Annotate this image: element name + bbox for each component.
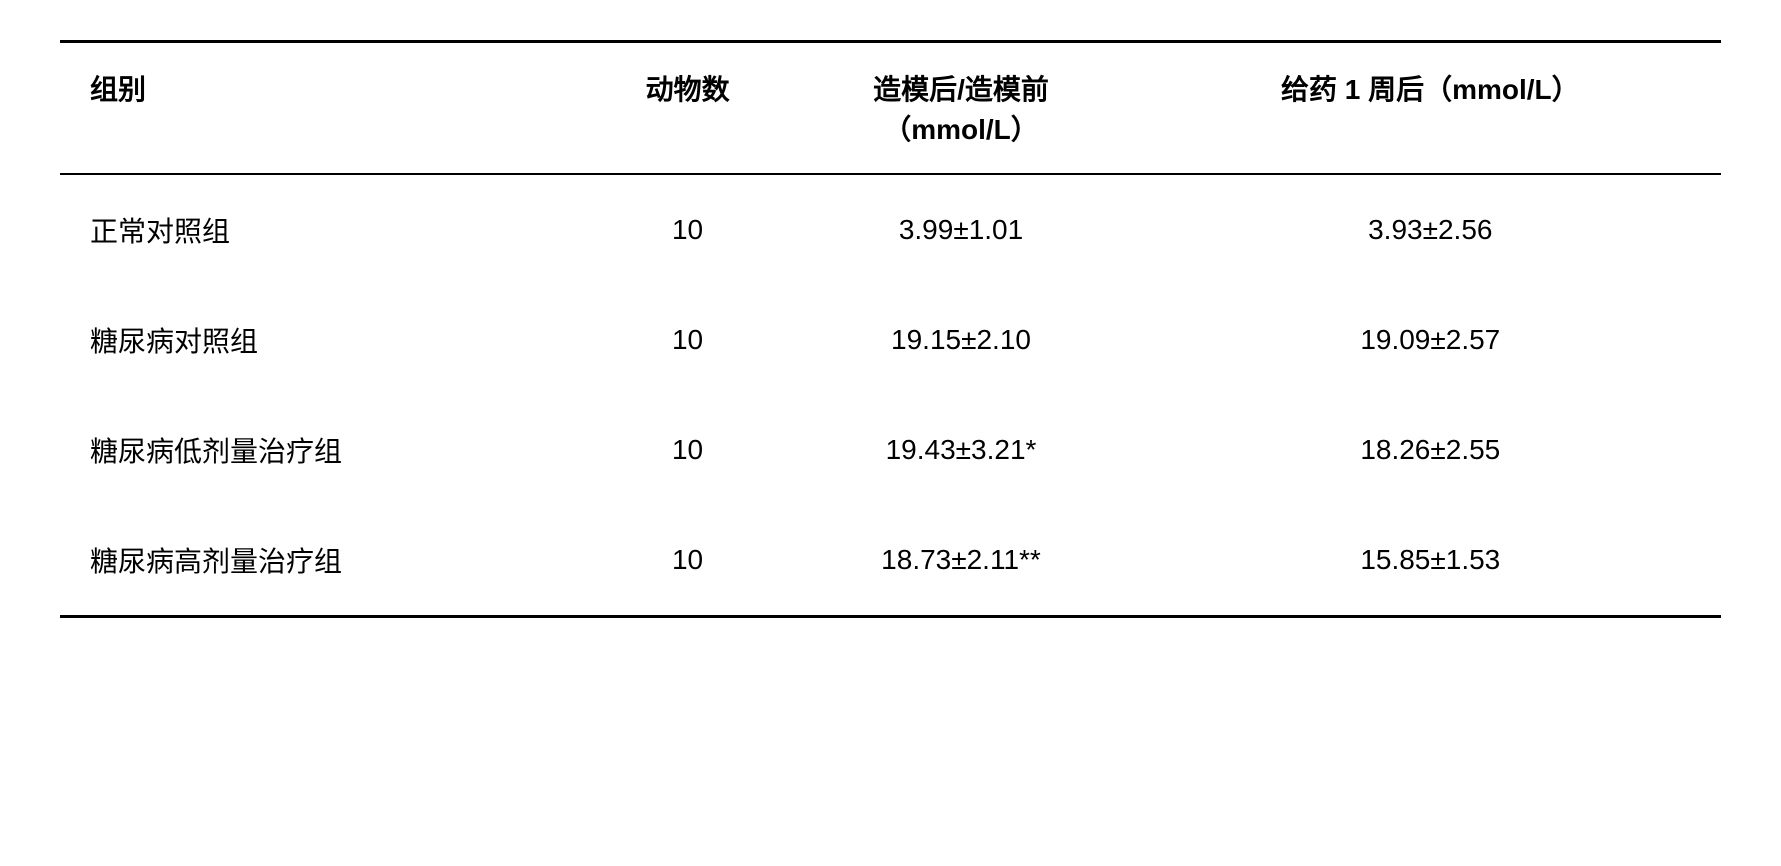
table-row: 糖尿病高剂量治疗组 10 18.73±2.11** 15.85±1.53 [60,505,1721,617]
cell-group: 糖尿病低剂量治疗组 [60,395,593,505]
cell-group: 正常对照组 [60,174,593,285]
cell-model: 3.99±1.01 [782,174,1139,285]
cell-animals: 10 [593,285,783,395]
data-table: 组别 动物数 造模后/造模前 （mmol/L） 给药 1 周后（mmol/L） … [60,40,1721,618]
col-header-week1: 给药 1 周后（mmol/L） [1140,42,1721,175]
col-header-model-label: 造模后/造模前 [873,74,1049,105]
table-row: 糖尿病低剂量治疗组 10 19.43±3.21* 18.26±2.55 [60,395,1721,505]
cell-model: 19.43±3.21* [782,395,1139,505]
cell-week1: 19.09±2.57 [1140,285,1721,395]
col-header-animals: 动物数 [593,42,783,175]
col-header-group: 组别 [60,42,593,175]
cell-animals: 10 [593,174,783,285]
col-header-model: 造模后/造模前 （mmol/L） [782,42,1139,175]
cell-week1: 15.85±1.53 [1140,505,1721,617]
cell-model: 18.73±2.11** [782,505,1139,617]
cell-group: 糖尿病高剂量治疗组 [60,505,593,617]
cell-model: 19.15±2.10 [782,285,1139,395]
cell-week1: 18.26±2.55 [1140,395,1721,505]
cell-group: 糖尿病对照组 [60,285,593,395]
cell-animals: 10 [593,505,783,617]
table-row: 正常对照组 10 3.99±1.01 3.93±2.56 [60,174,1721,285]
col-header-model-unit: （mmol/L） [883,114,1039,145]
cell-animals: 10 [593,395,783,505]
table-header-row: 组别 动物数 造模后/造模前 （mmol/L） 给药 1 周后（mmol/L） [60,42,1721,175]
cell-week1: 3.93±2.56 [1140,174,1721,285]
table-row: 糖尿病对照组 10 19.15±2.10 19.09±2.57 [60,285,1721,395]
